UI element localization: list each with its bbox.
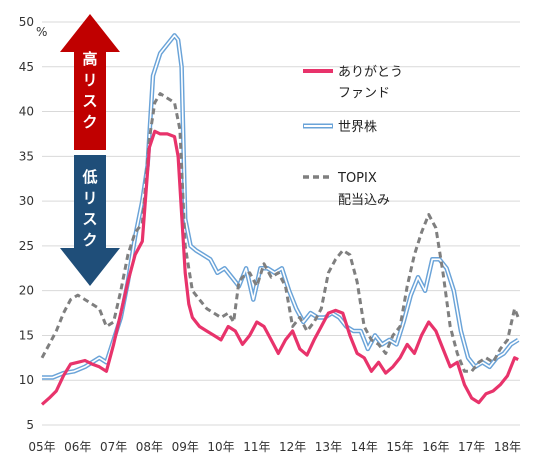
legend-item-topix: TOPIX 配当込み xyxy=(303,171,390,208)
legend-item-world-stocks: 世界株 xyxy=(303,120,377,135)
y-tick-label: 45 xyxy=(19,60,34,74)
legend-label-topix-line1: TOPIX xyxy=(337,171,377,186)
legend-label-arigatou-fund-line1: ありがとう xyxy=(338,65,403,80)
y-tick-label: 5 xyxy=(26,418,34,432)
y-tick-label: 30 xyxy=(19,194,34,208)
x-tick-label: 13年 xyxy=(315,440,342,454)
x-tick-label: 08年 xyxy=(136,440,163,454)
legend-item-arigatou-fund: ありがとう ファンド xyxy=(303,65,403,101)
x-tick-label: 10年 xyxy=(207,440,234,454)
x-tick-label: 12年 xyxy=(279,440,306,454)
series-line-arigatou-fund xyxy=(40,129,519,406)
chart-gridlines xyxy=(42,21,520,426)
x-tick-label: 16年 xyxy=(422,440,449,454)
y-tick-label: 15 xyxy=(19,328,34,342)
down-arrow-icon xyxy=(60,155,120,286)
y-axis-tick-labels: 5 10 15 20 25 30 35 40 45 50 xyxy=(19,15,34,432)
x-tick-label: 17年 xyxy=(458,440,485,454)
series-line-inner-world-stocks xyxy=(42,34,519,379)
x-tick-label: 07年 xyxy=(100,440,127,454)
legend-label-arigatou-fund-line2: ファンド xyxy=(338,86,390,101)
up-arrow-icon xyxy=(60,14,120,150)
x-tick-label: 11年 xyxy=(243,440,270,454)
series-line-world-stocks xyxy=(42,33,520,380)
chart-series xyxy=(40,33,520,406)
series-line-topix xyxy=(40,92,520,373)
chart-legend: ありがとう ファンド 世界株 TOPIX 配当込み xyxy=(303,65,403,208)
y-tick-label: 25 xyxy=(19,239,34,253)
x-tick-label: 14年 xyxy=(351,440,378,454)
x-tick-label: 18年 xyxy=(494,440,521,454)
x-tick-label: 15年 xyxy=(386,440,413,454)
x-tick-label: 09年 xyxy=(172,440,199,454)
high-risk-label: 高リスク xyxy=(82,50,97,131)
y-tick-label: 35 xyxy=(19,149,34,163)
low-risk-label: 低リスク xyxy=(81,168,97,249)
legend-label-topix-line2: 配当込み xyxy=(338,193,390,208)
y-tick-label: 40 xyxy=(19,105,34,119)
legend-label-world-stocks: 世界株 xyxy=(338,120,377,135)
high-risk-arrow: 高リスク xyxy=(60,14,120,150)
x-tick-label: 06年 xyxy=(64,440,91,454)
y-axis-unit-label: % xyxy=(36,25,47,39)
y-tick-label: 20 xyxy=(19,284,34,298)
y-tick-label: 10 xyxy=(19,373,34,387)
y-tick-label: 50 xyxy=(19,15,34,29)
low-risk-arrow: 低リスク xyxy=(60,155,120,286)
x-axis-tick-labels: 05年 06年 07年 08年 09年 10年 11年 12年 13年 14年 15年 16年 17年 1… xyxy=(28,440,521,454)
x-tick-label: 05年 xyxy=(28,440,55,454)
